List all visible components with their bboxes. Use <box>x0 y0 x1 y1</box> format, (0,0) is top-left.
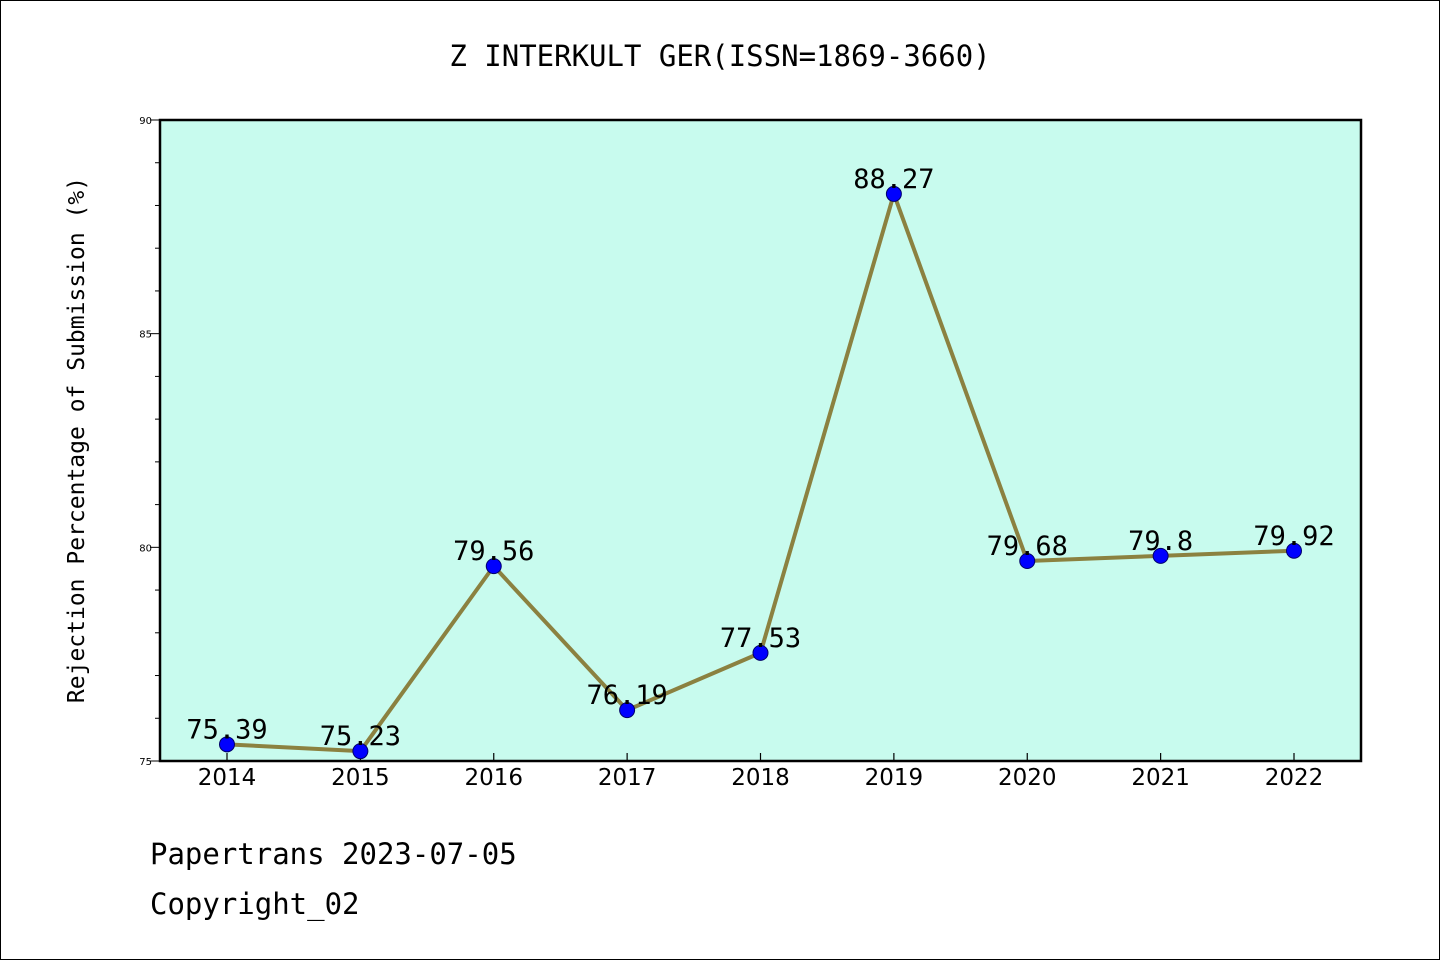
y-tick-label: 75 <box>139 757 152 768</box>
y-axis-label: Rejection Percentage of Submission (%) <box>64 177 90 703</box>
data-point <box>1152 547 1169 564</box>
data-point <box>352 743 369 760</box>
data-label: 79.8 <box>1128 526 1193 557</box>
x-tick-label: 2022 <box>1265 765 1324 791</box>
footer-line-1: Papertrans 2023-07-05 <box>150 837 517 871</box>
data-point <box>485 558 502 575</box>
x-tick-label: 2018 <box>731 765 790 791</box>
data-label: 79.92 <box>1253 521 1334 552</box>
x-tick-label: 2020 <box>998 765 1057 791</box>
data-label: 75.23 <box>320 721 401 752</box>
x-tick-label: 2017 <box>598 765 657 791</box>
data-label: 76.19 <box>586 680 667 711</box>
data-point <box>752 644 769 661</box>
data-label: 79.68 <box>987 531 1068 562</box>
y-tick-label: 90 <box>139 116 152 127</box>
data-labels: 75.39 75.23 79.56 76.19 77.53 88.27 79.68 79.8 7… <box>186 164 1334 752</box>
data-point <box>219 736 235 753</box>
data-label: 77.53 <box>720 623 801 654</box>
data-label: 88.27 <box>853 164 934 195</box>
y-tick-label: 80 <box>139 543 152 554</box>
x-tick-label: 2016 <box>464 765 523 791</box>
x-tick-label: 2021 <box>1131 765 1190 791</box>
chart-title: Z INTERKULT GER(ISSN=1869-3660) <box>449 39 990 73</box>
data-points <box>219 185 1302 760</box>
plot-area <box>158 118 1363 763</box>
footer-line-2: Copyright_02 <box>150 887 360 922</box>
x-tick-label: 2019 <box>865 765 924 791</box>
x-tick-label: 2014 <box>198 765 257 791</box>
data-point <box>1019 553 1036 570</box>
x-tick-label: 2015 <box>331 765 390 791</box>
data-point <box>619 702 636 719</box>
data-label: 75.39 <box>186 714 267 745</box>
x-axis: 2014 2015 2016 2017 2018 2019 2020 2021 2022 <box>198 753 1324 791</box>
y-axis: 75 80 85 90 <box>139 116 160 768</box>
data-label: 79.56 <box>453 536 534 567</box>
data-point <box>885 185 902 202</box>
data-point <box>1286 542 1302 559</box>
y-tick-label: 85 <box>139 330 152 341</box>
